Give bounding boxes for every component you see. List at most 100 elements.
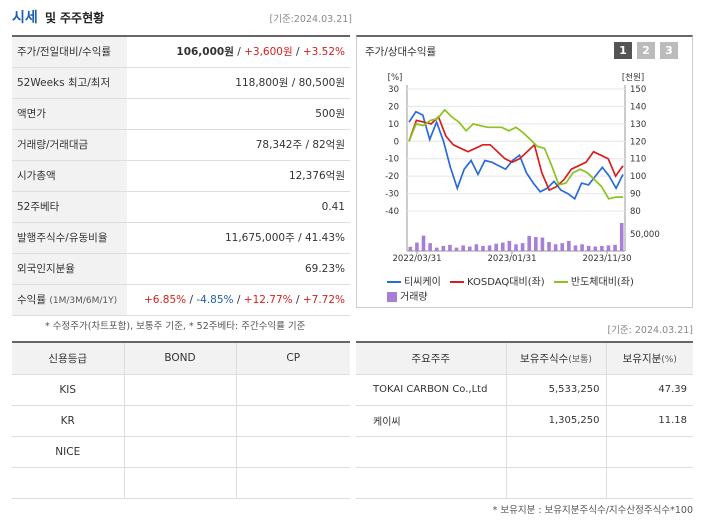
price-value: 106,000원	[176, 46, 234, 59]
section-header: 시세 및 주주현황 [기준:2024.03.21]	[0, 0, 702, 28]
table-row: TOKAI CARBON Co.,Ltd 5,533,250 47.39	[356, 374, 693, 406]
table-row	[12, 467, 350, 499]
info-row-returns: 수익률 (1M/3M/6M/1Y) +6.85% / -4.85% / +12.…	[12, 284, 350, 316]
info-label: 52주베타	[12, 191, 127, 223]
credit-rating-table: 신용등급 BOND CP KIS KR NICE	[12, 341, 350, 499]
volume-bar	[580, 244, 584, 251]
volume-bar	[441, 245, 446, 251]
info-label: 52Weeks 최고/최저	[12, 67, 127, 99]
legend-item-volume: 거래량	[387, 288, 428, 303]
volume-bar	[600, 245, 604, 251]
volume-bar	[547, 242, 551, 251]
chart-page-3-button[interactable]: 3	[660, 42, 678, 59]
info-value: +6.85% / -4.85% / +12.77% / +7.72%	[127, 284, 350, 316]
returns-separator: /	[189, 293, 194, 306]
left-tick-label: 0	[394, 137, 399, 147]
holders-header-cell: 보유주식수(보통)	[506, 342, 607, 375]
chart-page-2-button[interactable]: 2	[637, 42, 655, 59]
info-row-foreign: 외국인지분율 69.23%	[12, 253, 350, 285]
holder-shares	[506, 436, 607, 468]
return-1y: +7.72%	[302, 293, 345, 306]
table-row: KIS	[12, 374, 350, 406]
left-axis-unit: [%]	[388, 73, 403, 83]
table-row: 케이씨 1,305,250 11.18	[356, 405, 693, 437]
credit-bond	[124, 374, 237, 406]
chart-legend: 티씨케이 KOSDAQ대비(좌) 반도체대비(좌) 거래량	[387, 273, 640, 303]
volume-bar	[434, 247, 439, 251]
volume-bar	[606, 245, 611, 251]
credit-agency: KIS	[12, 374, 125, 406]
credit-header-row: 신용등급 BOND CP	[12, 342, 350, 375]
legend-label: 티씨케이	[404, 277, 441, 288]
credit-header-cell: BOND	[124, 342, 237, 375]
left-tick-label: 10	[388, 120, 399, 130]
legend-item-kosdaq: KOSDAQ대비(좌)	[450, 273, 545, 288]
volume-bar	[421, 235, 426, 251]
holders-header-unit: (%)	[661, 354, 677, 365]
info-label: 액면가	[12, 98, 127, 130]
header-title-and: 및	[45, 11, 57, 25]
price-rate: +3.52%	[302, 46, 345, 59]
series-line-3	[408, 108, 623, 200]
x-tick-label: 2023/11/30	[583, 254, 632, 264]
holders-header-cell: 보유지분(%)	[606, 342, 693, 375]
info-label: 발행주식수/유동비율	[12, 222, 127, 254]
price-change: +3,600원	[244, 46, 293, 59]
volume-bar	[487, 245, 492, 251]
stock-chart: [%] [천원]3020100-10-20-30-4015014013012011…	[385, 72, 660, 264]
volume-bar	[415, 242, 419, 251]
return-3m: -4.85%	[196, 293, 234, 306]
chart-title: 주가/상대수익률	[365, 46, 437, 58]
info-value: 0.41	[127, 191, 350, 223]
series-line-1	[408, 110, 624, 201]
info-label: 거래량/거래대금	[12, 129, 127, 161]
holders-header-label: 보유지분	[622, 352, 662, 365]
credit-agency: KR	[12, 405, 125, 437]
info-value: 500원	[127, 98, 350, 130]
volume-bar	[520, 243, 525, 251]
holder-name: 케이씨	[356, 405, 507, 437]
returns-separator: /	[295, 293, 300, 306]
right-axis-unit: [천원]	[622, 72, 644, 83]
legend-item-tck: 티씨케이	[387, 273, 441, 288]
header-title-market: 시세	[12, 10, 38, 26]
holder-name: TOKAI CARBON Co.,Ltd	[356, 374, 507, 406]
return-1m: +6.85%	[143, 293, 187, 306]
legend-swatch	[450, 281, 464, 283]
info-value: 78,342주 / 82억원	[127, 129, 350, 161]
volume-bar	[467, 246, 472, 251]
credit-header-cell: CP	[236, 342, 350, 375]
volume-bar	[454, 247, 459, 251]
volume-bar	[540, 237, 545, 251]
credit-cp	[236, 436, 350, 468]
footnote-right: * 보유지분 : 보유지분주식수/지수산정주식수*100	[492, 505, 693, 516]
volume-bar	[613, 244, 617, 251]
holder-pct	[606, 436, 693, 468]
legend-label: 거래량	[400, 292, 428, 303]
info-row-volume: 거래량/거래대금 78,342주 / 82억원	[12, 129, 350, 161]
info-value: 118,800원 / 80,500원	[127, 67, 350, 99]
credit-bond	[124, 405, 237, 437]
volume-bar	[481, 245, 485, 251]
legend-item-semi: 반도체대비(좌)	[553, 273, 634, 288]
table-row: KR	[12, 405, 350, 437]
info-row-price: 주가/전일대비/수익률 106,000원 / +3,600원 / +3.52%	[12, 36, 350, 68]
credit-agency: NICE	[12, 436, 125, 468]
price-separator: /	[233, 46, 245, 59]
info-row-market-cap: 시가총액 12,376억원	[12, 160, 350, 192]
left-tick-label: -30	[385, 190, 399, 200]
chart-page-1-button[interactable]: 1	[614, 42, 632, 59]
legend-swatch	[387, 281, 401, 283]
left-tick-label: -10	[385, 155, 399, 165]
credit-cp	[236, 405, 350, 437]
volume-bar	[593, 246, 598, 251]
right-tick-label: 150	[630, 85, 646, 95]
series-line-2	[408, 115, 624, 192]
info-label: 외국인지분율	[12, 253, 127, 285]
right-tick-label: 120	[630, 137, 646, 147]
info-value: 12,376억원	[127, 160, 350, 192]
credit-cp	[236, 467, 350, 499]
info-value: 69.23%	[127, 253, 350, 285]
market-info-table: 주가/전일대비/수익률 106,000원 / +3,600원 / +3.52% …	[12, 35, 350, 316]
info-value: 11,675,000주 / 41.43%	[127, 222, 350, 254]
